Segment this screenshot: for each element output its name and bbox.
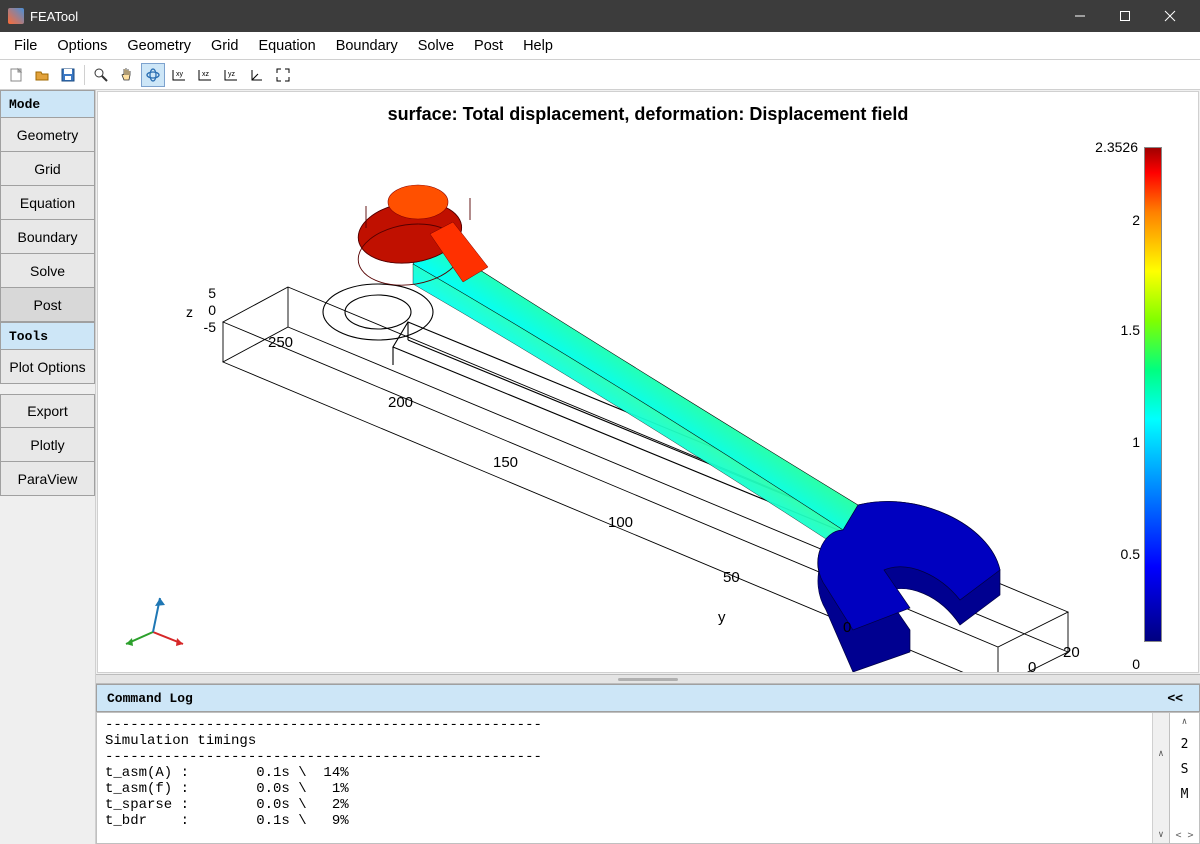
- main-area: Mode Geometry Grid Equation Boundary Sol…: [0, 90, 1200, 844]
- axis-z-ticks: -5 0 5 z: [186, 285, 216, 335]
- command-log-title: Command Log: [107, 691, 193, 706]
- tool-zoom-icon[interactable]: [89, 63, 113, 87]
- sidebar: Mode Geometry Grid Equation Boundary Sol…: [0, 90, 96, 844]
- svg-text:xz: xz: [202, 71, 210, 78]
- sidebar-grid[interactable]: Grid: [0, 152, 95, 186]
- sidebar-header-tools: Tools: [0, 322, 95, 350]
- svg-text:250: 250: [268, 334, 293, 351]
- menu-equation[interactable]: Equation: [248, 34, 325, 58]
- svg-text:200: 200: [388, 394, 413, 411]
- toolbar: xy xz yz: [0, 60, 1200, 90]
- window-title: FEATool: [30, 9, 1057, 24]
- menu-grid[interactable]: Grid: [201, 34, 248, 58]
- svg-text:50: 50: [723, 569, 740, 586]
- menu-file[interactable]: File: [4, 34, 47, 58]
- log-line: ----------------------------------------…: [105, 717, 542, 733]
- sidetab-item[interactable]: M: [1181, 787, 1189, 802]
- sidebar-plot-options[interactable]: Plot Options: [0, 350, 95, 384]
- sidebar-plotly[interactable]: Plotly: [0, 428, 95, 462]
- menu-solve[interactable]: Solve: [408, 34, 464, 58]
- colorbar-tick-2: 2: [1132, 212, 1140, 228]
- tool-open-icon[interactable]: [30, 63, 54, 87]
- close-button[interactable]: [1147, 0, 1192, 32]
- colorbar-tick-0: 0: [1132, 656, 1140, 672]
- sidebar-paraview[interactable]: ParaView: [0, 462, 95, 496]
- colorbar-tick-0p5: 0.5: [1121, 546, 1140, 562]
- menu-options[interactable]: Options: [47, 34, 117, 58]
- svg-text:yz: yz: [228, 71, 236, 78]
- command-log-text[interactable]: ----------------------------------------…: [96, 712, 1170, 844]
- log-line: t_asm(f) : 0.0s \ 1%: [105, 781, 349, 797]
- content-column: surface: Total displacement, deformation…: [96, 90, 1200, 844]
- colorbar-tick-1: 1: [1132, 434, 1140, 450]
- minimize-button[interactable]: [1057, 0, 1102, 32]
- log-line: t_asm(A) : 0.1s \ 14%: [105, 765, 349, 781]
- titlebar: FEATool: [0, 0, 1200, 32]
- log-line: t_sparse : 0.0s \ 2%: [105, 797, 349, 813]
- axis-x-ticks: -20 0 20: [988, 644, 1080, 673]
- sidetab-item[interactable]: S: [1181, 762, 1189, 777]
- sidetab-item[interactable]: 2: [1181, 737, 1189, 752]
- tool-save-icon[interactable]: [56, 63, 80, 87]
- maximize-button[interactable]: [1102, 0, 1147, 32]
- plot-3d-canvas: 0 50 100 150 200 250 y -20 0 20 -5 0: [108, 132, 1108, 673]
- svg-text:150: 150: [493, 454, 518, 471]
- tool-view-xz-icon[interactable]: xz: [193, 63, 217, 87]
- svg-text:0: 0: [1028, 659, 1036, 673]
- sidebar-post[interactable]: Post: [0, 288, 95, 322]
- tool-axis-toggle-icon[interactable]: [245, 63, 269, 87]
- plot-title: surface: Total displacement, deformation…: [388, 104, 909, 125]
- tool-rotate-icon[interactable]: [141, 63, 165, 87]
- splitter-handle[interactable]: [96, 674, 1200, 684]
- sidebar-header-mode: Mode: [0, 90, 95, 118]
- menu-post[interactable]: Post: [464, 34, 513, 58]
- svg-text:z: z: [186, 304, 193, 320]
- sidebar-geometry[interactable]: Geometry: [0, 118, 95, 152]
- svg-text:0: 0: [208, 302, 216, 318]
- svg-text:xy: xy: [176, 71, 184, 78]
- svg-text:y: y: [718, 609, 726, 626]
- menu-help[interactable]: Help: [513, 34, 563, 58]
- tool-view-yz-icon[interactable]: yz: [219, 63, 243, 87]
- menubar: File Options Geometry Grid Equation Boun…: [0, 32, 1200, 60]
- log-line: t_bdr : 0.1s \ 9%: [105, 813, 349, 829]
- plot-area[interactable]: surface: Total displacement, deformation…: [97, 91, 1199, 673]
- svg-text:100: 100: [608, 514, 633, 531]
- scroll-down-icon[interactable]: ∨: [1153, 826, 1169, 843]
- tool-fit-icon[interactable]: [271, 63, 295, 87]
- command-log-collapse-button[interactable]: <<: [1161, 691, 1189, 706]
- tool-pan-icon[interactable]: [115, 63, 139, 87]
- svg-text:-5: -5: [204, 319, 217, 335]
- log-line: Simulation timings: [105, 733, 256, 749]
- sidebar-export[interactable]: Export: [0, 394, 95, 428]
- command-log-header: Command Log <<: [96, 684, 1200, 712]
- command-log-area: ----------------------------------------…: [96, 712, 1200, 844]
- colorbar-max: 2.3526: [1095, 139, 1138, 155]
- colorbar-gradient: [1144, 147, 1162, 642]
- menu-boundary[interactable]: Boundary: [326, 34, 408, 58]
- tool-view-xy-icon[interactable]: xy: [167, 63, 191, 87]
- svg-text:20: 20: [1063, 644, 1080, 661]
- svg-text:0: 0: [843, 619, 851, 636]
- colorbar-tick-1p5: 1.5: [1121, 322, 1140, 338]
- sidebar-spacer: [0, 384, 95, 394]
- toolbar-separator: [84, 65, 85, 85]
- deformed-surface: [358, 185, 1000, 672]
- sidebar-boundary[interactable]: Boundary: [0, 220, 95, 254]
- scroll-up-icon[interactable]: ∧: [1153, 745, 1169, 762]
- axis-triad-icon: [118, 592, 188, 652]
- tool-new-icon[interactable]: [4, 63, 28, 87]
- command-log-sidetab[interactable]: ∧ 2 S M < >: [1170, 712, 1200, 844]
- log-line: ----------------------------------------…: [105, 749, 542, 765]
- menu-geometry[interactable]: Geometry: [117, 34, 201, 58]
- app-icon: [8, 8, 24, 24]
- sidebar-solve[interactable]: Solve: [0, 254, 95, 288]
- svg-text:5: 5: [208, 285, 216, 301]
- colorbar: [1144, 147, 1162, 642]
- log-scrollbar[interactable]: ∧ ∨: [1152, 713, 1169, 843]
- plot-bounding-box: [223, 287, 1068, 673]
- sidebar-equation[interactable]: Equation: [0, 186, 95, 220]
